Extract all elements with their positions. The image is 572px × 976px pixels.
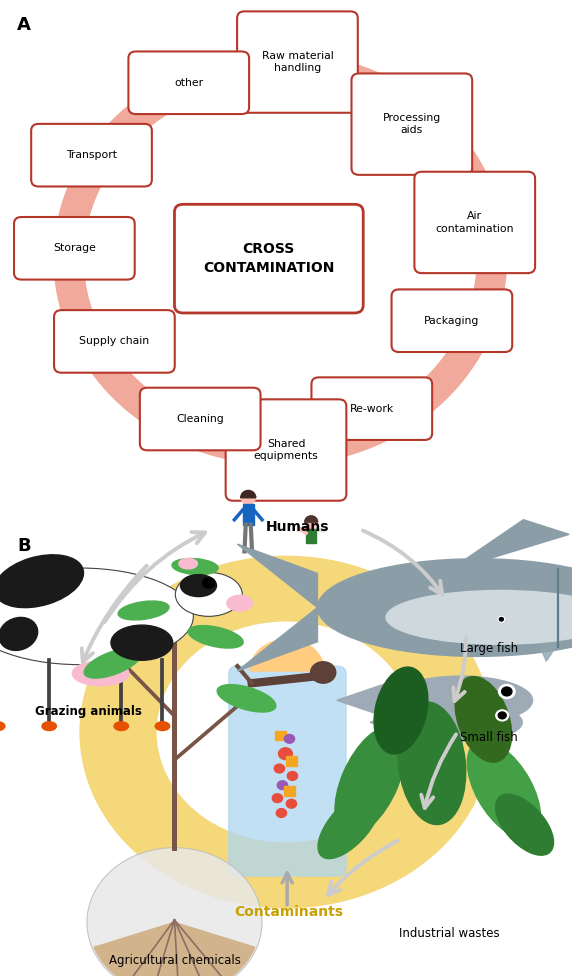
Circle shape [241,491,255,505]
Circle shape [498,617,505,622]
Circle shape [499,684,515,699]
Wedge shape [305,515,317,522]
Text: Supply chain: Supply chain [80,337,149,346]
Polygon shape [370,709,410,736]
Ellipse shape [217,684,276,712]
Ellipse shape [305,527,312,531]
FancyBboxPatch shape [14,217,135,279]
Ellipse shape [410,704,522,741]
Ellipse shape [335,726,405,835]
FancyBboxPatch shape [174,204,363,313]
Text: Large fish: Large fish [460,642,518,655]
Ellipse shape [84,648,141,678]
Ellipse shape [188,626,243,648]
Ellipse shape [114,722,129,730]
Ellipse shape [455,676,511,762]
Ellipse shape [172,558,218,575]
Ellipse shape [388,676,533,724]
Polygon shape [237,545,317,671]
Text: Agricultural chemicals: Agricultural chemicals [109,955,240,967]
FancyBboxPatch shape [140,387,260,450]
FancyBboxPatch shape [297,528,325,531]
FancyBboxPatch shape [229,666,346,876]
Circle shape [274,764,285,773]
Circle shape [311,662,336,683]
Ellipse shape [0,722,5,730]
Text: Re-work: Re-work [349,404,394,414]
Circle shape [499,618,503,621]
Circle shape [272,793,283,802]
Circle shape [80,556,492,908]
Text: Storage: Storage [53,243,96,254]
Ellipse shape [155,722,170,730]
Circle shape [287,771,297,781]
Ellipse shape [72,661,129,686]
FancyBboxPatch shape [54,310,175,373]
Circle shape [279,748,292,759]
Polygon shape [466,519,569,558]
Circle shape [277,781,288,790]
Ellipse shape [374,668,428,753]
Ellipse shape [386,590,572,644]
Ellipse shape [455,613,511,632]
Text: Contaminants: Contaminants [235,906,343,919]
Text: Shared
equipments: Shared equipments [253,439,319,462]
Text: Grazing animals: Grazing animals [35,705,142,718]
Ellipse shape [111,625,173,660]
FancyBboxPatch shape [351,73,472,175]
Text: other: other [174,78,203,88]
Circle shape [502,687,512,696]
Polygon shape [337,683,388,718]
Ellipse shape [181,575,216,596]
Ellipse shape [227,595,253,611]
Text: Cleaning: Cleaning [176,414,224,424]
Ellipse shape [495,794,554,855]
FancyBboxPatch shape [237,12,358,113]
Circle shape [157,623,415,841]
Polygon shape [435,616,455,630]
Circle shape [496,710,509,721]
FancyBboxPatch shape [225,399,346,501]
FancyBboxPatch shape [311,378,432,440]
Text: CROSS
CONTAMINATION: CROSS CONTAMINATION [203,242,335,275]
FancyBboxPatch shape [306,529,316,543]
Text: Transport: Transport [66,150,117,160]
Wedge shape [241,490,256,498]
Ellipse shape [0,618,38,650]
FancyBboxPatch shape [129,52,249,114]
Ellipse shape [118,601,169,620]
Ellipse shape [42,722,57,730]
Wedge shape [94,922,255,976]
FancyBboxPatch shape [414,172,535,273]
FancyBboxPatch shape [31,124,152,186]
Text: B: B [17,537,31,554]
Ellipse shape [179,558,197,569]
Circle shape [284,734,295,744]
Text: Air
contamination: Air contamination [435,211,514,233]
FancyBboxPatch shape [243,504,254,525]
Text: Industrial wastes: Industrial wastes [399,927,499,940]
Circle shape [87,847,262,976]
FancyBboxPatch shape [391,290,513,352]
Ellipse shape [317,558,572,656]
Ellipse shape [0,568,193,665]
Text: Processing
aids: Processing aids [383,113,441,136]
Text: Humans: Humans [265,519,329,534]
Text: Small fish: Small fish [460,731,518,744]
Ellipse shape [318,791,381,859]
Circle shape [498,712,506,718]
Ellipse shape [0,554,84,608]
Circle shape [276,808,287,818]
Ellipse shape [175,572,243,617]
Polygon shape [523,607,569,662]
Wedge shape [250,639,324,671]
Ellipse shape [467,741,541,838]
Text: A: A [17,16,31,33]
Text: Packaging: Packaging [424,315,479,326]
Circle shape [286,799,296,808]
Ellipse shape [398,702,466,825]
Text: Raw material
handling: Raw material handling [261,51,333,73]
Circle shape [305,516,317,528]
Circle shape [202,578,215,589]
